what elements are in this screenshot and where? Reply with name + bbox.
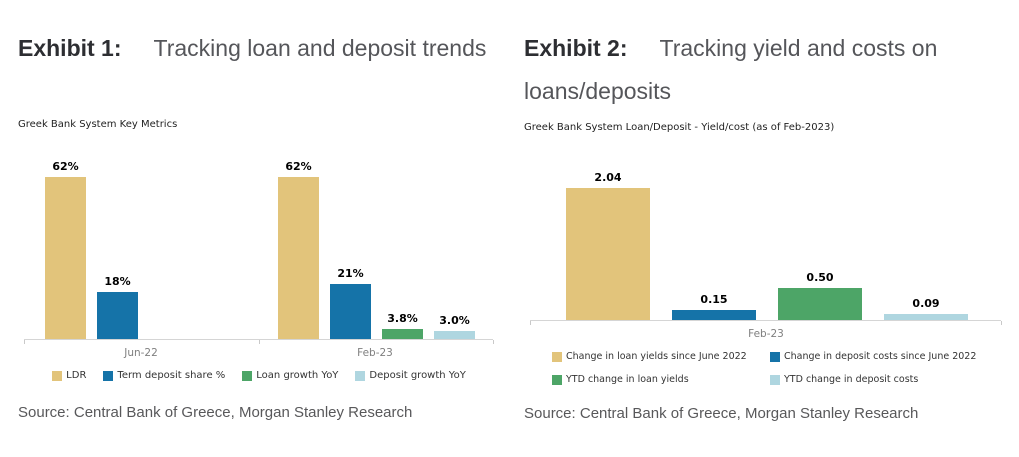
- bar: [278, 177, 319, 339]
- legend-label: Change in deposit costs since June 2022: [784, 351, 977, 362]
- x-axis-tick: [1001, 321, 1002, 325]
- legend-swatch-icon: [552, 374, 562, 385]
- bar-value-label: 21%: [337, 267, 364, 280]
- x-axis-label: Feb-23: [748, 328, 784, 340]
- legend-item: Change in deposit costs since June 2022: [770, 351, 976, 362]
- x-axis-line: [24, 339, 493, 340]
- x-axis-tick: [24, 340, 25, 344]
- legend-swatch-icon: [242, 370, 253, 381]
- bar: [434, 331, 475, 339]
- legend-swatch-icon: [355, 370, 366, 381]
- x-axis-tick: [493, 340, 494, 344]
- bar-value-label: 62%: [52, 160, 79, 173]
- bar: [45, 177, 86, 339]
- x-axis-label: Jun-22: [124, 347, 158, 359]
- legend-label: LDR: [66, 370, 87, 381]
- bar-value-label: 3.0%: [439, 314, 470, 327]
- legend-item: Change in loan yields since June 2022: [552, 351, 747, 362]
- x-axis-label: Feb-23: [357, 347, 393, 359]
- chart-legend: LDR Term deposit share % Loan growth YoY De…: [25, 370, 493, 381]
- legend-label: YTD change in loan yields: [566, 374, 689, 385]
- bar-value-label: 62%: [285, 160, 312, 173]
- bar-value-label: 2.04: [594, 171, 622, 184]
- exhibit-2-source: Source: Central Bank of Greece, Morgan S…: [524, 405, 919, 422]
- legend-label: Term deposit share %: [117, 370, 226, 381]
- exhibit-2-label: Exhibit 2:: [524, 35, 628, 61]
- legend-label: YTD change in deposit costs: [784, 374, 919, 385]
- legend-item: YTD change in loan yields: [552, 374, 689, 385]
- bar: [672, 310, 756, 320]
- bar: [330, 284, 371, 339]
- legend-item: Deposit growth YoY: [355, 370, 466, 381]
- legend-swatch-icon: [770, 374, 780, 385]
- bar: [382, 329, 423, 339]
- bar: [778, 288, 862, 320]
- legend-swatch-icon: [770, 351, 780, 362]
- exhibit-2-title: Exhibit 2: Tracking yield and costs on lo…: [524, 27, 1010, 113]
- exhibit-1-title: Exhibit 1: Tracking loan and deposit tren…: [18, 27, 490, 70]
- legend-item: YTD change in deposit costs: [770, 374, 918, 385]
- exhibit-2-subtitle: Greek Bank System Loan/Deposit - Yield/c…: [524, 122, 835, 133]
- bar-value-label: 0.15: [700, 293, 728, 306]
- exhibit-1-source: Source: Central Bank of Greece, Morgan S…: [18, 404, 413, 421]
- bar-value-label: 0.09: [912, 297, 940, 310]
- exhibit-1-label: Exhibit 1:: [18, 35, 122, 61]
- legend-label: Deposit growth YoY: [369, 370, 466, 381]
- bar-value-label: 18%: [104, 275, 131, 288]
- legend-label: Loan growth YoY: [256, 370, 339, 381]
- exhibit-1-subtitle: Greek Bank System Key Metrics: [18, 119, 178, 130]
- bar-value-label: 0.50: [806, 271, 834, 284]
- bar-value-label: 3.8%: [387, 312, 418, 325]
- bar: [97, 292, 138, 339]
- bar: [566, 188, 650, 320]
- legend-item: LDR: [52, 370, 86, 381]
- legend-item: Loan growth YoY: [242, 370, 338, 381]
- bar: [884, 314, 968, 320]
- exhibit-2-title-text: Tracking yield and costs on loans/deposi…: [524, 35, 938, 104]
- legend-swatch-icon: [52, 370, 63, 381]
- legend-item: Term deposit share %: [103, 370, 225, 381]
- x-axis-tick: [258, 340, 260, 344]
- legend-label: Change in loan yields since June 2022: [566, 351, 747, 362]
- x-axis-tick: [530, 321, 531, 325]
- x-axis-line: [530, 320, 1001, 321]
- legend-swatch-icon: [552, 351, 562, 362]
- legend-swatch-icon: [103, 370, 114, 381]
- exhibit-1-title-text: Tracking loan and deposit trends: [153, 35, 487, 61]
